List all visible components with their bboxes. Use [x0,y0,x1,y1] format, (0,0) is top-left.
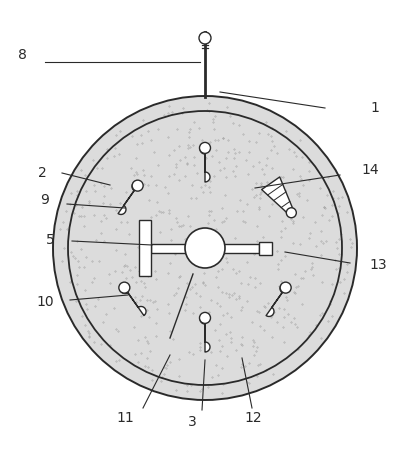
Polygon shape [266,284,288,317]
Text: 3: 3 [188,415,197,429]
Text: 11: 11 [116,411,134,425]
FancyBboxPatch shape [259,241,272,254]
Polygon shape [118,182,140,215]
FancyBboxPatch shape [139,220,151,276]
Polygon shape [120,285,146,316]
Text: 10: 10 [36,295,54,309]
Polygon shape [262,177,294,215]
Circle shape [132,180,143,191]
Text: 12: 12 [244,411,262,425]
Polygon shape [200,144,210,182]
Circle shape [200,313,210,323]
Circle shape [185,228,225,268]
Circle shape [119,282,130,293]
Circle shape [53,96,357,400]
Circle shape [286,208,297,218]
Text: 2: 2 [38,166,46,180]
Text: 8: 8 [18,48,26,62]
Circle shape [280,282,291,293]
Polygon shape [200,314,210,352]
Text: 13: 13 [369,258,387,272]
Circle shape [199,32,211,44]
Text: 1: 1 [370,101,379,115]
Circle shape [200,143,210,153]
Text: 9: 9 [41,193,50,207]
Text: 14: 14 [361,163,379,177]
FancyBboxPatch shape [151,244,259,253]
Text: 5: 5 [46,233,54,247]
